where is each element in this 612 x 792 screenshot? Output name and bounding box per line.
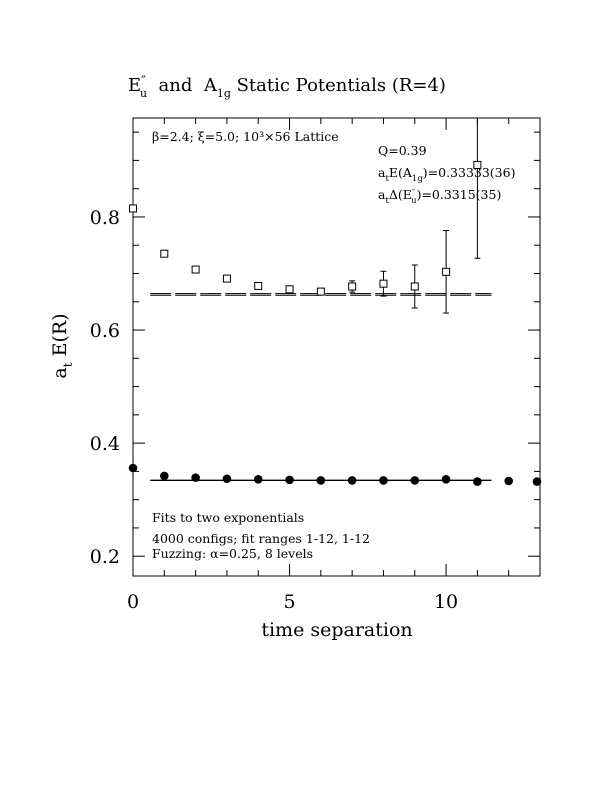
circle-marker: [253, 475, 263, 484]
square-marker: [191, 265, 200, 274]
circle-marker: [222, 474, 232, 484]
title-a1g-sub: 1g: [217, 87, 231, 100]
y-axis-label: at E(R): [49, 313, 75, 378]
axis-tick-labels: 0 5 10 0.2 0.4 0.6 0.8: [90, 207, 458, 613]
circle-marker: [191, 473, 200, 482]
x-tick-label: 5: [283, 591, 295, 613]
square-marker: [473, 160, 482, 169]
fit-lines: [150, 293, 492, 481]
configs-note: 4000 configs; fit ranges 1-12, 1-12: [152, 531, 370, 546]
a1g-prefix: a: [378, 165, 386, 180]
fits-note: Fits to two exponentials: [152, 510, 304, 525]
y-tick-label: 0.8: [90, 207, 120, 229]
title-tail: Static Potentials (R=4): [231, 75, 446, 96]
eu-mid: Δ(E: [389, 187, 412, 202]
square-marker: [410, 282, 419, 291]
square-marker: [316, 287, 325, 296]
a1g-value: )=0.33333(36): [423, 165, 516, 180]
circle-marker: [504, 476, 513, 486]
eu-mid-sup: ″: [412, 188, 415, 198]
circle-marker: [347, 476, 357, 485]
square-marker: [379, 279, 388, 288]
circle-marker: [532, 477, 542, 486]
y-tick-label: 0.4: [90, 433, 120, 455]
lattice-info: β=2.4; ξ=5.0; 10³×56 Lattice: [152, 129, 339, 144]
circle-marker: [441, 475, 451, 484]
x-tick-label: 10: [434, 591, 458, 613]
square-marker: [254, 281, 263, 290]
plot-frame: [132, 117, 541, 577]
square-marker: [348, 282, 357, 291]
y-axis-label-sub: t: [61, 362, 75, 367]
square-marker: [285, 285, 294, 294]
chart-title: E″ u and A1g Static Potentials (R=4): [128, 74, 446, 100]
title-eu-symbol: E: [128, 75, 141, 96]
data-points: [128, 160, 542, 486]
circle-marker: [410, 476, 420, 485]
eu-value: )=0.3315(35): [417, 187, 502, 202]
title-connector: and A: [147, 75, 218, 96]
eu-prefix: a: [378, 187, 386, 202]
y-tick-label: 0.6: [90, 320, 120, 342]
y-tick-label: 0.2: [90, 546, 120, 568]
eu-splitting: atΔ(E″ u)=0.3315(35): [378, 187, 501, 206]
circle-marker: [316, 476, 326, 485]
circle-marker: [285, 475, 294, 485]
x-tick-label: 0: [127, 591, 139, 613]
a1g-energy: atE(A1g)=0.33333(36): [378, 165, 515, 184]
axis-ticks: [132, 118, 541, 576]
y-axis-label-tail: E(R): [49, 313, 71, 362]
x-axis-label: time separation: [261, 619, 412, 641]
eu-prefix-sub: t: [385, 196, 389, 206]
square-marker: [129, 204, 137, 213]
fuzzing-note: Fuzzing: α=0.25, 8 levels: [152, 546, 313, 561]
circle-marker: [473, 477, 482, 486]
title-eu-sub: u: [140, 87, 147, 100]
a1g-mid-sub: 1g: [412, 174, 423, 184]
a1g-mid: E(A: [389, 165, 413, 180]
circle-marker: [379, 476, 388, 485]
eu-mid-sub: u: [411, 196, 417, 206]
square-marker: [222, 274, 231, 283]
a1g-prefix-sub: t: [385, 174, 389, 184]
square-marker: [442, 267, 451, 276]
q-value: Q=0.39: [378, 143, 427, 158]
y-axis-label-a: a: [49, 367, 71, 378]
circle-marker: [128, 463, 138, 473]
title-eu-prime: ″: [141, 74, 146, 89]
square-marker: [160, 249, 169, 258]
circle-marker: [160, 471, 169, 481]
